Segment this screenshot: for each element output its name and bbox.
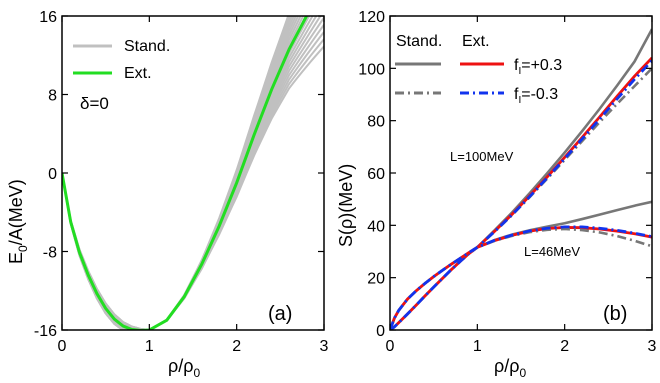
panel-b-x-tick-label: 2 [560,338,569,355]
panel-a-y-tick-label: -8 [43,245,57,262]
panel-b-y-axis-label: S(ρ)(MeV) [336,164,356,247]
annotation-l46: L=46MeV [524,244,580,259]
panel-b-symmetry-energy-chart: 0 1 2 3 0 20 40 60 80 100 120 Stand. Ext. fI=+0.3 … [336,9,657,380]
panel-b-y-tick-label: 20 [367,271,385,288]
panel-a-y-axis-label: E0/A(MeV) [6,179,30,264]
legend-stand-label: Stand. [124,38,170,55]
panel-b-tag: (b) [603,303,627,325]
panel-b-y-tick-label: 120 [358,9,385,26]
panel-b-x-tick-label: 0 [386,338,395,355]
panel-a-x-axis-label: ρ/ρ0 [168,356,200,380]
panel-b-x-tick-label: 1 [473,338,482,355]
panel-b-y-tick-label: 100 [358,61,385,78]
panel-b-y-tick-label: 40 [367,218,385,235]
panel-a-ticks: 0 1 2 3 -16 -8 0 8 16 [34,9,329,355]
panel-a-tag: (a) [268,303,292,325]
panel-a-y-tick-label: 16 [39,9,57,26]
panel-b-legend: Stand. Ext. fI=+0.3 fI=-0.3 [395,33,562,106]
panel-a-x-tick-label: 3 [320,338,329,355]
panel-a-plot-area [62,16,324,330]
legend-ext-plus-label: fI=+0.3 [514,57,562,77]
panel-a-x-tick-label: 1 [145,338,154,355]
panel-b-y-tick-label: 80 [367,114,385,131]
symmetry-energy-curve [390,225,652,330]
panel-b-y-tick-label: 60 [367,166,385,183]
legend-ext-minus-label: fI=-0.3 [514,86,558,106]
legend-header-stand: Stand. [396,33,442,50]
panel-b-y-tick-label: 0 [376,323,385,340]
panel-a-x-tick-label: 2 [232,338,241,355]
panel-b-x-tick-label: 3 [648,338,657,355]
ext-curve [62,16,308,330]
panel-a-y-tick-label: 8 [48,88,57,105]
panel-b-ticks: 0 1 2 3 0 20 40 60 80 100 120 [358,9,656,355]
panel-a-y-tick-label: 0 [48,166,57,183]
panel-a-energy-chart: 0 1 2 3 -16 -8 0 8 16 Stand. Ext. δ=0 (a) ρ/ρ0 E… [6,9,329,380]
annotation-l100: L=100MeV [450,149,514,164]
panel-a-y-tick-label: -16 [34,323,57,340]
panel-a-legend: Stand. Ext. [73,38,170,82]
panel-a-annotation: δ=0 [80,94,109,113]
legend-ext-label: Ext. [124,65,152,82]
panel-b-x-axis-label: ρ/ρ0 [494,356,526,380]
panel-a-x-tick-label: 0 [58,338,67,355]
panel-b-plot-area [390,28,652,330]
legend-header-ext: Ext. [462,33,490,50]
